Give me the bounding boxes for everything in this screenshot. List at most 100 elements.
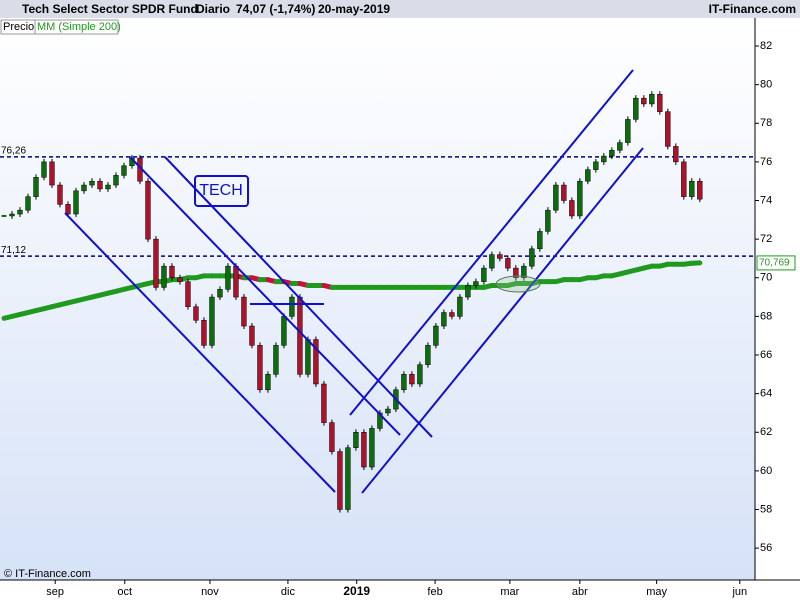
candle <box>194 307 199 321</box>
candle <box>282 316 287 345</box>
candle <box>609 150 614 156</box>
candle <box>266 374 271 389</box>
candle <box>170 266 175 278</box>
y-tick-label: 60 <box>760 465 772 477</box>
candle <box>234 266 239 297</box>
legend-price: Precio <box>3 21 34 33</box>
candle <box>210 297 215 345</box>
candle <box>473 282 478 286</box>
candle <box>449 313 454 317</box>
candle <box>90 181 95 185</box>
candle <box>274 345 279 374</box>
y-tick-label: 62 <box>760 426 772 438</box>
candle <box>82 185 87 191</box>
candle <box>298 297 303 374</box>
x-tick-label: abr <box>572 586 588 598</box>
x-tick-label: sep <box>46 586 64 598</box>
footer: © IT-Finance.com <box>4 568 91 580</box>
candle <box>258 345 263 389</box>
candle <box>290 297 295 316</box>
candle <box>585 170 590 182</box>
candle <box>74 191 79 214</box>
candle <box>409 374 414 384</box>
period: Diario <box>196 2 230 16</box>
candle <box>529 249 534 266</box>
candle <box>362 432 367 467</box>
candle <box>346 448 351 510</box>
x-tick-label: nov <box>201 586 219 598</box>
x-tick-label: jun <box>731 586 747 598</box>
candle <box>10 214 15 216</box>
candle <box>178 278 183 282</box>
candle <box>489 255 494 269</box>
candle <box>657 94 662 111</box>
y-tick-label: 70 <box>760 272 772 284</box>
x-tick-label: mar <box>500 586 519 598</box>
candle <box>633 98 638 119</box>
candle <box>433 326 438 345</box>
candle <box>306 340 311 375</box>
candle <box>186 282 191 307</box>
candle <box>370 428 375 467</box>
candle <box>465 285 470 297</box>
candle <box>354 432 359 447</box>
candle <box>242 297 247 326</box>
candle <box>122 166 127 176</box>
candle <box>106 185 111 189</box>
y-tick-label: 82 <box>760 40 772 52</box>
candle <box>625 119 630 142</box>
candle <box>697 181 702 199</box>
candle <box>497 255 502 259</box>
candle <box>649 94 654 104</box>
candle <box>154 239 159 287</box>
candle <box>425 345 430 364</box>
candle <box>162 266 167 287</box>
candle <box>553 185 558 210</box>
candle <box>441 313 446 327</box>
candle <box>385 409 390 413</box>
candle <box>417 365 422 384</box>
candle <box>146 181 151 239</box>
brand: IT-Finance.com <box>709 2 796 16</box>
candle <box>457 297 462 316</box>
candle <box>338 452 343 510</box>
candle <box>577 181 582 216</box>
candle <box>34 177 39 196</box>
candle <box>50 162 55 185</box>
ma-last-label: 70,769 <box>759 258 790 269</box>
level-label: 76,26 <box>1 145 26 156</box>
y-tick-label: 76 <box>760 156 772 168</box>
y-tick-label: 64 <box>760 388 772 400</box>
title: Tech Select Sector SPDR Fund <box>22 2 198 16</box>
y-tick-label: 66 <box>760 349 772 361</box>
y-tick-label: 68 <box>760 310 772 322</box>
highlight-ellipse <box>496 276 540 292</box>
candle <box>98 181 103 189</box>
level-label: 71,12 <box>1 245 26 256</box>
x-tick-label: 2019 <box>343 584 370 598</box>
candle <box>18 210 23 214</box>
candle <box>330 423 335 452</box>
candle <box>226 266 231 289</box>
y-tick-label: 78 <box>760 117 772 129</box>
candle <box>569 201 574 216</box>
candle <box>250 326 255 345</box>
y-tick-label: 72 <box>760 233 772 245</box>
candle <box>561 185 566 200</box>
candle <box>593 162 598 170</box>
candle <box>42 162 47 177</box>
candle <box>601 156 606 162</box>
candle <box>617 143 622 151</box>
y-tick-label: 80 <box>760 79 772 91</box>
x-tick-label: may <box>646 586 667 598</box>
candle <box>322 384 327 423</box>
candle <box>66 204 71 214</box>
candle <box>681 162 686 197</box>
candle <box>58 185 63 204</box>
candle <box>545 210 550 231</box>
candle <box>202 320 207 345</box>
x-tick-label: feb <box>427 586 442 598</box>
candle <box>641 98 646 104</box>
